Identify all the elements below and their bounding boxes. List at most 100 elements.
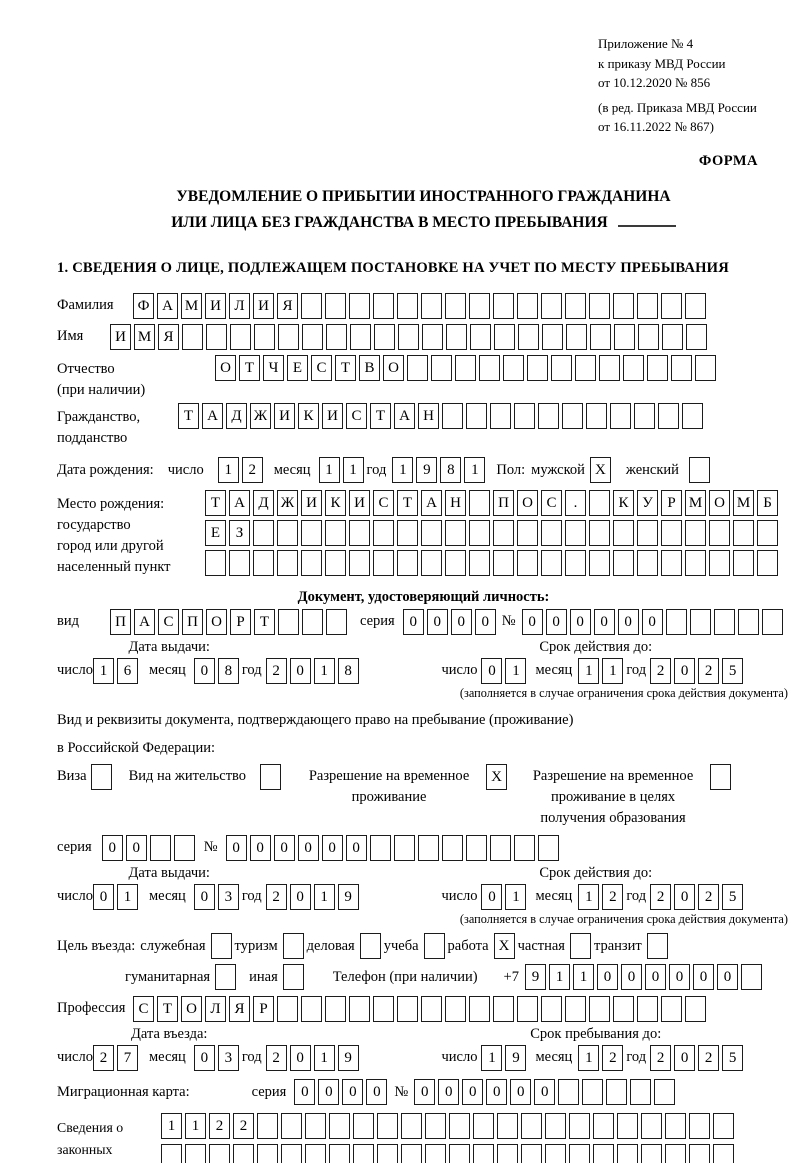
char-box[interactable]: 3 (217, 1045, 239, 1072)
char-box[interactable] (393, 835, 415, 862)
char-box[interactable] (613, 996, 634, 1023)
char-box[interactable] (407, 355, 428, 382)
char-box[interactable] (205, 550, 226, 577)
char-box[interactable]: 9 (337, 884, 359, 911)
char-box[interactable] (671, 355, 692, 382)
char-box[interactable] (493, 293, 514, 320)
char-box[interactable] (545, 1144, 566, 1163)
char-box[interactable] (369, 835, 391, 862)
char-box[interactable]: 0 (321, 835, 343, 862)
char-box[interactable]: 0 (716, 964, 738, 991)
char-box[interactable] (470, 324, 491, 351)
char-box[interactable] (349, 520, 370, 547)
char-box[interactable]: 2 (92, 1045, 114, 1072)
char-box[interactable] (685, 996, 706, 1023)
char-box[interactable] (558, 1079, 580, 1106)
char-box[interactable] (326, 609, 347, 636)
char-box[interactable]: 0 (596, 964, 618, 991)
char-box[interactable] (599, 355, 620, 382)
char-box[interactable]: К (298, 403, 319, 430)
char-box[interactable] (538, 403, 559, 430)
char-box[interactable] (518, 324, 539, 351)
char-box[interactable]: 1 (342, 457, 364, 484)
char-box[interactable]: Т (178, 403, 199, 430)
char-box[interactable] (713, 1113, 734, 1140)
char-box[interactable]: 0 (414, 1079, 436, 1106)
char-box[interactable]: 0 (668, 964, 690, 991)
char-box[interactable]: С (541, 490, 562, 517)
char-box[interactable]: 1 (505, 658, 527, 685)
char-box[interactable]: 0 (474, 609, 496, 636)
char-box[interactable] (545, 1113, 566, 1140)
char-box[interactable]: 1 (578, 1045, 600, 1072)
char-box[interactable]: X (486, 764, 508, 791)
char-box[interactable] (305, 1113, 326, 1140)
char-box[interactable]: 5 (722, 1045, 744, 1072)
char-box[interactable]: П (182, 609, 203, 636)
char-box[interactable] (374, 324, 395, 351)
char-box[interactable] (421, 293, 442, 320)
char-box[interactable]: К (325, 490, 346, 517)
char-box[interactable]: 0 (674, 1045, 696, 1072)
char-box[interactable]: 2 (209, 1113, 230, 1140)
char-box[interactable] (665, 1113, 686, 1140)
char-box[interactable]: 2 (602, 884, 624, 911)
char-box[interactable] (442, 403, 463, 430)
char-box[interactable]: 9 (416, 457, 438, 484)
char-box[interactable] (421, 550, 442, 577)
char-box[interactable]: 0 (450, 609, 472, 636)
char-box[interactable] (257, 1144, 278, 1163)
char-box[interactable] (325, 520, 346, 547)
char-box[interactable]: Ф (133, 293, 154, 320)
char-box[interactable] (185, 1144, 206, 1163)
char-box[interactable]: 0 (674, 658, 696, 685)
char-box[interactable]: И (322, 403, 343, 430)
char-box[interactable] (713, 1144, 734, 1163)
char-box[interactable]: 8 (440, 457, 462, 484)
char-box[interactable]: 0 (641, 609, 663, 636)
char-box[interactable]: 8 (337, 658, 359, 685)
char-box[interactable]: 1 (505, 884, 527, 911)
char-box[interactable]: 1 (481, 1045, 503, 1072)
char-box[interactable]: 9 (524, 964, 546, 991)
char-box[interactable]: 7 (116, 1045, 138, 1072)
char-box[interactable]: С (133, 996, 154, 1023)
char-box[interactable] (325, 550, 346, 577)
char-box[interactable] (613, 550, 634, 577)
char-box[interactable] (449, 1144, 470, 1163)
char-box[interactable] (589, 490, 610, 517)
char-box[interactable] (397, 520, 418, 547)
char-box[interactable]: 0 (249, 835, 271, 862)
char-box[interactable] (562, 403, 583, 430)
char-box[interactable] (301, 520, 322, 547)
char-box[interactable] (617, 1113, 638, 1140)
char-box[interactable]: 0 (101, 835, 123, 862)
char-box[interactable] (469, 550, 490, 577)
char-box[interactable] (206, 324, 227, 351)
char-box[interactable] (359, 933, 381, 960)
char-box[interactable] (757, 520, 778, 547)
char-box[interactable] (541, 520, 562, 547)
char-box[interactable] (449, 1113, 470, 1140)
char-box[interactable]: М (685, 490, 706, 517)
char-box[interactable]: 0 (569, 609, 591, 636)
char-box[interactable] (489, 835, 511, 862)
char-box[interactable] (466, 403, 487, 430)
char-box[interactable]: Л (205, 996, 226, 1023)
char-box[interactable] (665, 1144, 686, 1163)
char-box[interactable]: 0 (289, 884, 311, 911)
char-box[interactable] (326, 324, 347, 351)
char-box[interactable]: 2 (698, 884, 720, 911)
char-box[interactable]: К (613, 490, 634, 517)
char-box[interactable] (301, 996, 322, 1023)
char-box[interactable] (590, 324, 611, 351)
char-box[interactable] (541, 996, 562, 1023)
char-box[interactable]: 0 (593, 609, 615, 636)
char-box[interactable] (537, 835, 559, 862)
char-box[interactable] (565, 293, 586, 320)
char-box[interactable]: А (229, 490, 250, 517)
char-box[interactable] (445, 550, 466, 577)
char-box[interactable]: М (181, 293, 202, 320)
char-box[interactable] (373, 550, 394, 577)
char-box[interactable]: О (517, 490, 538, 517)
